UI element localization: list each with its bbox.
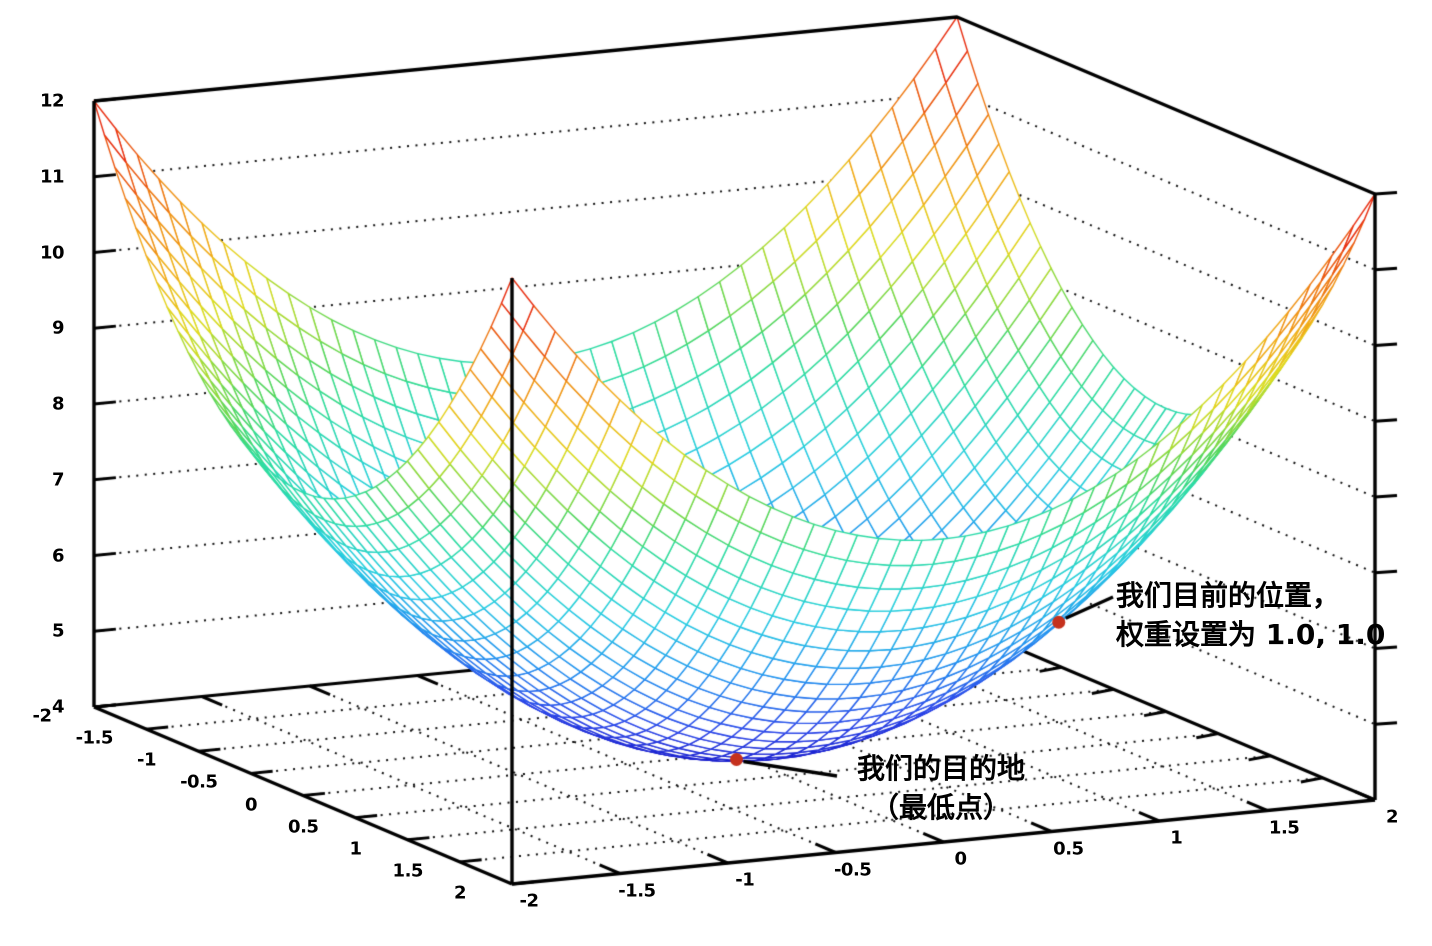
annotation-current-line2: 权重设置为 1.0, 1.0 bbox=[1116, 618, 1386, 651]
annotation-current-line1: 我们目前的位置， bbox=[1116, 579, 1341, 612]
annotation-destination-line1: 我们的目的地 bbox=[856, 752, 1025, 785]
annotation-destination-line2: （最低点） bbox=[870, 791, 1011, 824]
annotation-destination: 我们的目的地 （最低点） bbox=[838, 749, 1044, 827]
annotation-current-position: 我们目前的位置， 权重设置为 1.0, 1.0 bbox=[1116, 576, 1385, 654]
